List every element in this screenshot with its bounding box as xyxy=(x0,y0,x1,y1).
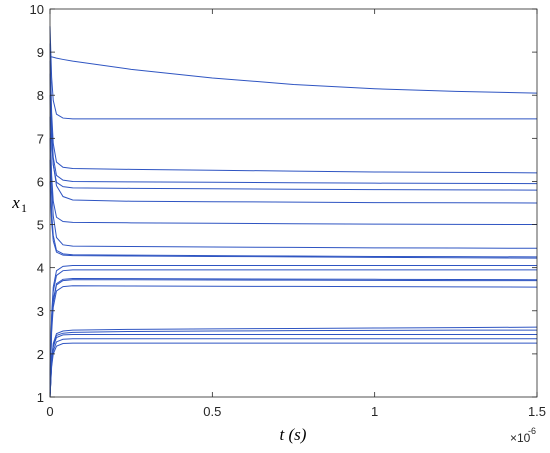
y-tick-label: 8 xyxy=(37,88,44,103)
x-tick-label: 1.5 xyxy=(528,404,546,419)
series-line xyxy=(49,55,538,94)
series-line xyxy=(49,181,538,259)
x-multiplier-exponent: -6 xyxy=(528,426,536,436)
x-tick-label: 1 xyxy=(371,404,378,419)
series-line xyxy=(49,159,538,258)
y-tick-label: 10 xyxy=(30,2,44,17)
y-axis-label: x xyxy=(11,193,20,212)
y-tick-label: 9 xyxy=(37,45,44,60)
series-line xyxy=(49,333,537,398)
axes-box xyxy=(49,8,538,398)
y-tick-label: 5 xyxy=(37,218,44,233)
x-tick-label: 0 xyxy=(46,404,53,419)
y-tick-label: 2 xyxy=(37,347,44,362)
series-line xyxy=(49,342,537,398)
x-tick-label: 0.5 xyxy=(203,404,221,419)
y-tick-label: 6 xyxy=(37,174,44,189)
series-line xyxy=(49,95,538,204)
series-line xyxy=(49,116,538,226)
y-tick-label: 4 xyxy=(37,261,44,276)
series-line xyxy=(49,269,537,380)
y-axis-label-subscript: 1 xyxy=(21,201,27,215)
y-tick-label: 1 xyxy=(37,390,44,405)
series-line xyxy=(49,26,537,120)
y-tick-label: 3 xyxy=(37,304,44,319)
series-line xyxy=(49,338,537,398)
y-tick-label: 7 xyxy=(37,131,44,146)
x-multiplier: ×10 xyxy=(510,431,531,445)
x-axis-label: t (s) xyxy=(280,425,307,444)
series-line xyxy=(49,138,538,249)
series-line xyxy=(49,285,538,393)
